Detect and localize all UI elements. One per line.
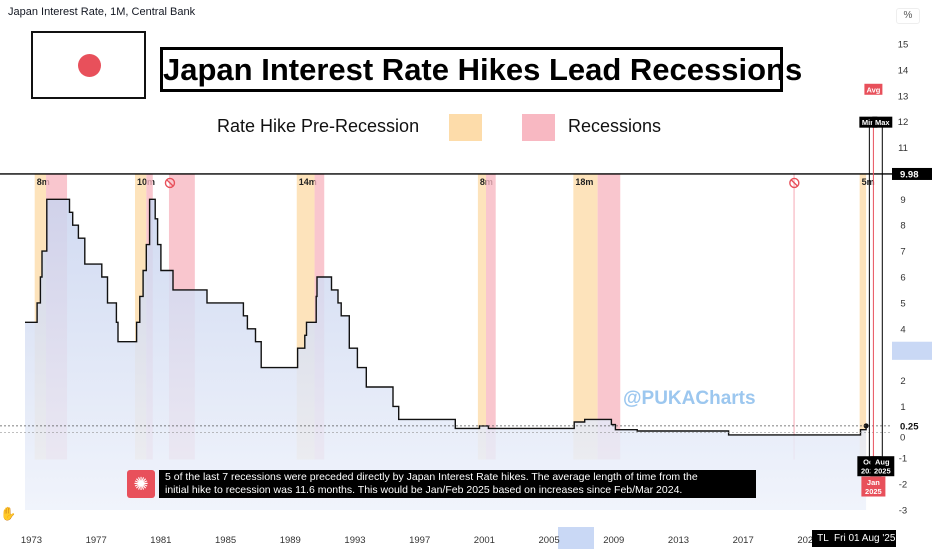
max-tag-bg bbox=[872, 116, 893, 128]
price-axis-bg bbox=[892, 0, 932, 550]
y-tick-label: -1 bbox=[899, 454, 907, 465]
x-tick-label: 1981 bbox=[150, 535, 171, 546]
current-price-label: 0.25 bbox=[900, 421, 919, 432]
jan-2025-tag-text: Jan bbox=[867, 478, 880, 487]
y-tick-label: 14 bbox=[898, 65, 909, 76]
y-tick-label: 1 bbox=[900, 402, 905, 413]
current-point bbox=[863, 423, 869, 429]
x-tick-label: 2005 bbox=[539, 535, 560, 546]
recession-band bbox=[793, 173, 795, 460]
level-price-label-bg bbox=[892, 167, 932, 180]
flag-sun-icon bbox=[78, 54, 101, 77]
x-tick-label: 2001 bbox=[474, 535, 495, 546]
zero-price-label: 0 bbox=[900, 432, 905, 443]
rate-line[interactable] bbox=[25, 198, 867, 436]
note-line-2: initial hike to recession was 11.6 month… bbox=[165, 484, 683, 496]
hike-duration-label: 8m bbox=[37, 177, 50, 187]
hike-band bbox=[477, 173, 486, 460]
no-hike-icon bbox=[789, 177, 800, 189]
symbol-label[interactable]: Japan Interest Rate, 1M, Central Bank bbox=[8, 6, 196, 18]
max-tag-text: Max bbox=[875, 118, 890, 127]
y-tick-label: 5 bbox=[900, 298, 905, 309]
x-tick-label: 1989 bbox=[280, 535, 301, 546]
y-tick-label: 8 bbox=[900, 221, 905, 232]
x-tick-label: 2013 bbox=[668, 535, 689, 546]
jan-2025-tag-text: 2025 bbox=[865, 487, 882, 496]
legend-hike-label: Rate Hike Pre-Recession bbox=[217, 116, 420, 136]
recession-band bbox=[597, 173, 621, 460]
y-tick-label: 4 bbox=[900, 324, 905, 335]
y-tick-label: 15 bbox=[898, 40, 909, 51]
no-hike-icon-slash bbox=[790, 179, 799, 187]
min-tag-text: Min bbox=[862, 118, 875, 127]
y-tick-label: 12 bbox=[898, 117, 909, 128]
unit-label[interactable]: % bbox=[896, 8, 920, 24]
no-hike-icon-slash bbox=[166, 179, 174, 187]
current-price-label-bg bbox=[892, 419, 932, 432]
hike-duration-label: 5m bbox=[862, 177, 875, 187]
alert-light-icon: ✺ bbox=[127, 470, 155, 498]
legend-recession-label: Recessions bbox=[568, 116, 662, 136]
time-highlight bbox=[558, 527, 594, 549]
tl-button[interactable]: TL bbox=[812, 530, 834, 547]
x-tick-label: 2021 bbox=[797, 535, 818, 546]
note-line-1: 5 of the last 7 recessions were preceded… bbox=[165, 471, 698, 483]
hike-duration-label: 14m bbox=[299, 177, 317, 187]
japan-flag bbox=[31, 31, 146, 99]
aug-2025-tag-bg bbox=[870, 456, 895, 477]
hike-band bbox=[859, 173, 867, 460]
x-tick-label: 2017 bbox=[733, 535, 754, 546]
min-tag-bg bbox=[859, 116, 878, 128]
legend-recession-swatch bbox=[522, 114, 555, 141]
aug-2025-tag-text: Aug bbox=[875, 458, 890, 467]
y-tick-label: 11 bbox=[898, 143, 908, 154]
oct-2024-tag-text: Oct bbox=[863, 458, 876, 467]
y-tick-label: 9 bbox=[900, 195, 905, 206]
no-hike-icon bbox=[164, 177, 176, 189]
aug-2025-tag-text: 2025 bbox=[874, 467, 891, 476]
y-tick-label: 6 bbox=[900, 273, 905, 284]
price-highlight bbox=[892, 341, 932, 360]
oct-2024-tag-text: 2024 bbox=[861, 467, 879, 476]
recession-band bbox=[485, 173, 496, 460]
y-tick-label: -2 bbox=[899, 480, 907, 491]
y-tick-label: 2 bbox=[900, 376, 905, 387]
y-tick-label: 13 bbox=[898, 91, 909, 102]
x-tick-label: 1973 bbox=[21, 535, 42, 546]
hike-duration-label: 18m bbox=[575, 177, 593, 187]
drawing-tool-icon[interactable]: ✋ bbox=[0, 506, 17, 521]
time-label: Fri 01 Aug '25 bbox=[834, 530, 896, 547]
avg-tag-text: Avg bbox=[866, 85, 880, 94]
level-price-label: 9.98 bbox=[900, 169, 919, 180]
x-tick-label: 1993 bbox=[344, 535, 365, 546]
x-tick-label: 1977 bbox=[86, 535, 107, 546]
hike-band bbox=[573, 173, 598, 460]
chart-title: Japan Interest Rate Hikes Lead Recession… bbox=[160, 47, 802, 92]
x-tick-label: 1997 bbox=[409, 535, 430, 546]
y-tick-label: -3 bbox=[899, 506, 907, 517]
y-tick-label: 7 bbox=[900, 247, 905, 258]
legend-hike-swatch bbox=[449, 114, 482, 141]
note-box: ✺ 5 of the last 7 recessions were preced… bbox=[127, 470, 756, 498]
watermark: @PUKACharts bbox=[623, 388, 756, 409]
hike-duration-label: 10m bbox=[137, 177, 155, 187]
x-tick-label: 1985 bbox=[215, 535, 236, 546]
jan-2025-tag-bg bbox=[861, 476, 886, 497]
x-tick-label: 2009 bbox=[603, 535, 624, 546]
avg-tag-bg bbox=[864, 83, 883, 95]
note-text: 5 of the last 7 recessions were preceded… bbox=[159, 470, 756, 498]
rate-area bbox=[25, 199, 867, 511]
